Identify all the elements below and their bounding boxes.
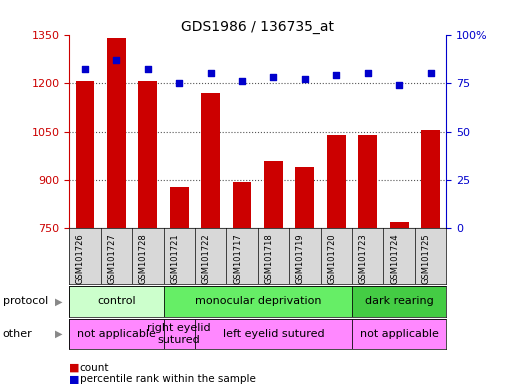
Text: right eyelid
sutured: right eyelid sutured bbox=[147, 323, 211, 345]
Point bbox=[112, 57, 121, 63]
Point bbox=[332, 72, 341, 78]
Text: GSM101726: GSM101726 bbox=[76, 233, 85, 284]
Point bbox=[395, 82, 403, 88]
Bar bbox=[69, 319, 164, 349]
Text: GSM101718: GSM101718 bbox=[265, 233, 273, 284]
Point bbox=[426, 70, 435, 76]
Point bbox=[269, 74, 278, 80]
Bar bbox=[421, 130, 440, 228]
Bar bbox=[352, 286, 446, 317]
Point bbox=[207, 70, 215, 76]
Text: percentile rank within the sample: percentile rank within the sample bbox=[80, 374, 255, 384]
Bar bbox=[69, 286, 164, 317]
Bar bbox=[170, 187, 189, 228]
Bar bbox=[390, 222, 408, 228]
Point bbox=[301, 76, 309, 82]
Point bbox=[364, 70, 372, 76]
Text: ▶: ▶ bbox=[55, 296, 63, 306]
Bar bbox=[295, 167, 314, 228]
Bar bbox=[264, 161, 283, 228]
Bar bbox=[233, 182, 251, 228]
Text: ▶: ▶ bbox=[55, 329, 63, 339]
Text: ■: ■ bbox=[69, 363, 80, 373]
Title: GDS1986 / 136735_at: GDS1986 / 136735_at bbox=[181, 20, 334, 33]
Text: other: other bbox=[3, 329, 32, 339]
Bar bbox=[139, 81, 157, 228]
Bar bbox=[195, 319, 352, 349]
Text: GSM101717: GSM101717 bbox=[233, 233, 242, 284]
Text: GSM101722: GSM101722 bbox=[202, 233, 211, 283]
Text: protocol: protocol bbox=[3, 296, 48, 306]
Text: GSM101723: GSM101723 bbox=[359, 233, 368, 284]
Text: left eyelid sutured: left eyelid sutured bbox=[223, 329, 324, 339]
Bar bbox=[201, 93, 220, 228]
Text: not applicable: not applicable bbox=[360, 329, 439, 339]
Point bbox=[81, 66, 89, 73]
Point bbox=[175, 80, 183, 86]
Text: GSM101721: GSM101721 bbox=[170, 233, 179, 283]
Bar bbox=[107, 38, 126, 228]
Text: GSM101719: GSM101719 bbox=[296, 233, 305, 283]
Text: GSM101727: GSM101727 bbox=[107, 233, 116, 284]
Bar bbox=[164, 319, 195, 349]
Bar bbox=[352, 319, 446, 349]
Bar bbox=[164, 286, 352, 317]
Text: GSM101728: GSM101728 bbox=[139, 233, 148, 284]
Bar bbox=[358, 135, 377, 228]
Text: ■: ■ bbox=[69, 374, 80, 384]
Text: count: count bbox=[80, 363, 109, 373]
Point bbox=[238, 78, 246, 84]
Text: control: control bbox=[97, 296, 136, 306]
Text: GSM101720: GSM101720 bbox=[327, 233, 337, 283]
Point bbox=[144, 66, 152, 73]
Text: not applicable: not applicable bbox=[77, 329, 156, 339]
Text: monocular deprivation: monocular deprivation bbox=[194, 296, 321, 306]
Text: GSM101725: GSM101725 bbox=[422, 233, 430, 283]
Bar bbox=[75, 81, 94, 228]
Text: dark rearing: dark rearing bbox=[365, 296, 433, 306]
Bar bbox=[327, 135, 346, 228]
Text: GSM101724: GSM101724 bbox=[390, 233, 399, 283]
